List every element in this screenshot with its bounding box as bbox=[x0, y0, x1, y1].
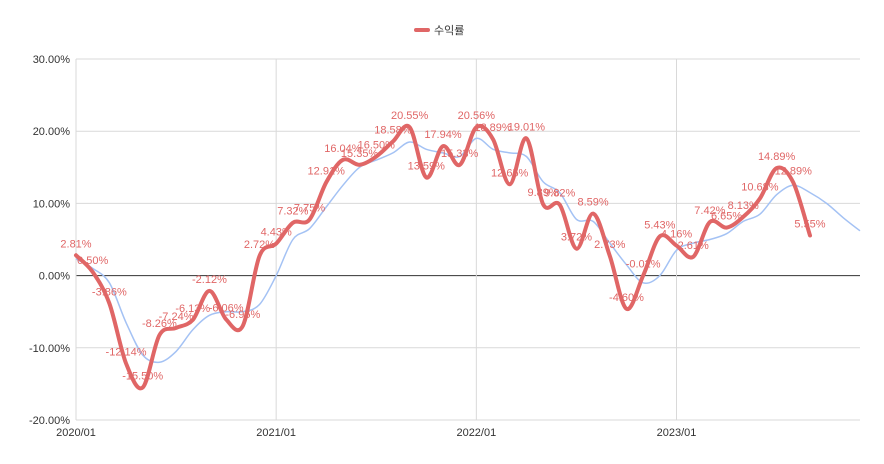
main-series-line bbox=[74, 123, 812, 391]
y-tick-label: 20.00% bbox=[33, 126, 71, 138]
data-label: 18.89% bbox=[474, 122, 512, 134]
data-label: -0.02% bbox=[626, 259, 661, 271]
x-tick-label: 2021/01 bbox=[256, 427, 296, 439]
data-label: 9.82% bbox=[544, 188, 575, 200]
y-tick-label: 30.00% bbox=[33, 54, 71, 66]
data-label: 13.59% bbox=[408, 160, 446, 172]
data-label: -8.26% bbox=[142, 318, 177, 330]
data-label: 7.75% bbox=[294, 203, 325, 215]
data-label: 16.04% bbox=[324, 143, 362, 155]
gridlines bbox=[75, 58, 860, 421]
data-label: -6.96% bbox=[225, 309, 260, 321]
data-labels: 2.81% 0.50% -3.86% -12.14% -15.50% -8.26%-7.2… bbox=[60, 110, 825, 382]
data-label: -4.60% bbox=[609, 292, 644, 304]
data-label: 4.43% bbox=[261, 227, 292, 239]
data-label: -7.24% bbox=[159, 311, 194, 323]
y-tick-label: 0.00% bbox=[39, 271, 70, 283]
data-label: 8.13% bbox=[728, 200, 759, 212]
y-axis-ticks: -20.00% -10.00% 0.00% 10.00% 20.00% 30.00% bbox=[29, 54, 70, 427]
data-label: 2.73% bbox=[594, 239, 625, 251]
legend-label: 수익률 bbox=[434, 24, 464, 37]
y-tick-label: -20.00% bbox=[29, 415, 70, 427]
data-label: 12.89% bbox=[775, 166, 813, 178]
data-label: 16.50% bbox=[358, 139, 396, 151]
data-label: 8.59% bbox=[578, 197, 609, 209]
legend: 수익률 bbox=[414, 24, 464, 37]
series-lines bbox=[74, 123, 861, 391]
data-label: 2.81% bbox=[60, 238, 91, 250]
data-label: 15.33% bbox=[441, 148, 479, 160]
x-tick-label: 2022/01 bbox=[456, 427, 496, 439]
data-label: 20.56% bbox=[458, 110, 496, 122]
data-label: 2.61% bbox=[678, 240, 709, 252]
data-label: 7.42% bbox=[694, 205, 725, 217]
y-tick-label: 10.00% bbox=[33, 198, 71, 210]
data-label: 2.72% bbox=[244, 239, 275, 251]
data-label: 5.55% bbox=[794, 219, 825, 231]
data-label: 17.94% bbox=[424, 129, 462, 141]
x-tick-label: 2023/01 bbox=[657, 427, 697, 439]
data-label: 12.65% bbox=[491, 167, 529, 179]
data-label: 5.43% bbox=[644, 219, 675, 231]
x-tick-label: 2020/01 bbox=[56, 427, 96, 439]
data-label: -12.14% bbox=[106, 346, 147, 358]
x-axis-ticks: 2020/01 2021/01 2022/01 2023/01 bbox=[56, 427, 696, 439]
data-label: -6.06% bbox=[209, 302, 244, 314]
data-label: 6.65% bbox=[711, 211, 742, 223]
data-label: 7.32% bbox=[277, 206, 308, 218]
data-label: 18.58% bbox=[374, 124, 412, 136]
data-label: 9.89% bbox=[527, 187, 558, 199]
data-label: 10.68% bbox=[741, 181, 779, 193]
data-label: 14.89% bbox=[758, 151, 796, 163]
secondary-series-line bbox=[75, 137, 861, 364]
data-label: 20.55% bbox=[391, 110, 429, 122]
data-label: -6.13% bbox=[175, 303, 210, 315]
data-label: 3.72% bbox=[561, 232, 592, 244]
data-label: 4.16% bbox=[661, 229, 692, 241]
data-label: 19.01% bbox=[508, 121, 546, 133]
y-tick-label: -10.00% bbox=[29, 343, 70, 355]
data-label: 0.50% bbox=[77, 255, 108, 267]
data-label: -2.12% bbox=[192, 274, 227, 286]
data-label: -15.50% bbox=[122, 371, 163, 383]
data-label: -3.86% bbox=[92, 286, 127, 298]
data-label: 15.35% bbox=[341, 148, 379, 160]
data-label: 12.91% bbox=[308, 165, 346, 177]
